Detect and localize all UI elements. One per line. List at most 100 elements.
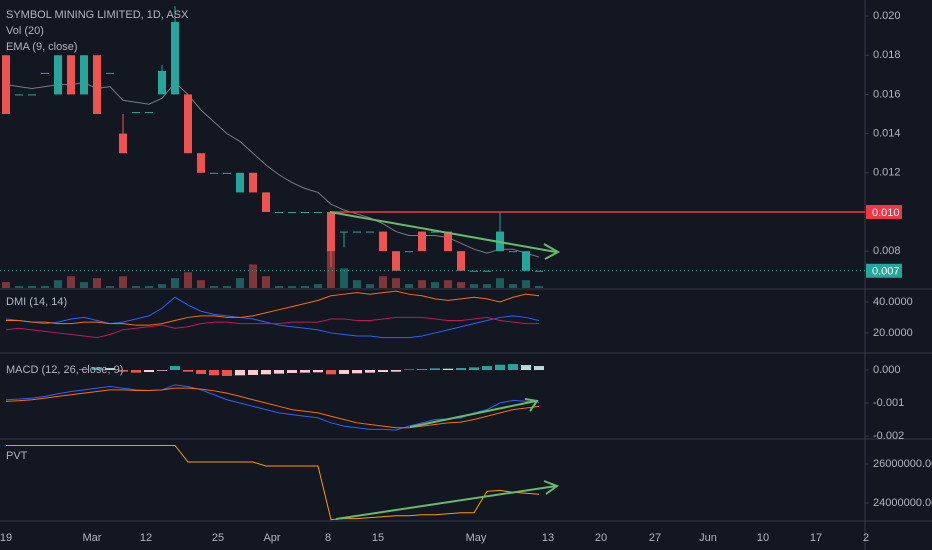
volume-bar xyxy=(145,286,153,288)
candle-body xyxy=(236,172,244,193)
histogram-bar xyxy=(482,366,492,371)
volume-bar xyxy=(457,282,465,288)
volume-bar xyxy=(301,286,309,288)
histogram-bar xyxy=(534,366,544,371)
histogram-bar xyxy=(287,370,297,373)
candle-body xyxy=(145,112,153,114)
ema-label: EMA (9, close) xyxy=(6,41,78,53)
volume-bar xyxy=(15,286,23,288)
x-tick-label: Mar xyxy=(83,532,102,544)
candle-body xyxy=(184,94,192,154)
histogram-bar xyxy=(274,370,284,374)
y-tick-label: -0.001 xyxy=(873,397,904,409)
arrow-head xyxy=(543,480,560,495)
histogram-bar xyxy=(495,364,505,371)
candle-body xyxy=(249,172,257,193)
histogram-bar xyxy=(209,370,219,376)
volume-bar xyxy=(418,280,426,288)
volume-bar xyxy=(80,282,88,288)
histogram-bar xyxy=(261,370,271,375)
candle-body xyxy=(353,231,361,233)
histogram-bar xyxy=(365,370,375,373)
histogram-bar xyxy=(157,370,167,371)
volume-bar xyxy=(353,280,361,288)
histogram-bar xyxy=(456,368,466,371)
histogram-bar xyxy=(105,368,115,371)
volume-label: Vol (20) xyxy=(6,25,44,37)
volume-bar xyxy=(496,278,504,288)
volume-bar xyxy=(379,276,387,288)
volume-bar xyxy=(483,284,491,288)
volume-bar xyxy=(535,286,543,288)
volume-bar xyxy=(275,286,283,288)
histogram-bar xyxy=(326,370,336,375)
histogram-bar xyxy=(404,369,414,371)
x-tick-label: 13 xyxy=(542,532,554,544)
candle-body xyxy=(28,94,36,96)
plot-layer xyxy=(0,6,865,521)
histogram-bar xyxy=(378,370,388,372)
x-tick-label: Apr xyxy=(263,532,280,544)
candle-body xyxy=(314,211,322,213)
arrow-head xyxy=(543,243,561,260)
volume-bar xyxy=(405,284,413,288)
x-tick-label: 20 xyxy=(595,532,607,544)
candle-body xyxy=(379,231,387,252)
volume-bar xyxy=(2,282,10,288)
x-tick-label: 25 xyxy=(212,532,224,544)
candle-body xyxy=(15,94,23,96)
candle-body xyxy=(2,55,10,115)
candle-body xyxy=(106,72,114,74)
histogram-bar xyxy=(417,369,427,371)
candle-body xyxy=(171,21,179,95)
candle-body xyxy=(392,251,400,271)
candle-body xyxy=(262,192,270,212)
volume-bar xyxy=(223,286,231,288)
y-tick-label: 0.000 xyxy=(873,364,901,376)
candle-body xyxy=(54,55,62,95)
histogram-bar xyxy=(144,370,154,372)
candle-body xyxy=(405,251,413,253)
candle-body xyxy=(509,251,517,253)
candle-body xyxy=(340,231,348,233)
candle-body xyxy=(457,251,465,271)
candle-body xyxy=(470,270,478,272)
x-tick-label: Jun xyxy=(699,532,717,544)
volume-bar xyxy=(249,264,257,288)
volume-bar xyxy=(197,280,205,288)
histogram-bar xyxy=(131,370,141,373)
histogram-bar xyxy=(92,367,102,371)
volume-bar xyxy=(119,276,127,288)
price-badge-label: 0.010 xyxy=(872,207,900,219)
indicator-line xyxy=(6,444,540,521)
histogram-bar xyxy=(118,370,128,372)
y-tick-label: 0.014 xyxy=(873,128,901,140)
volume-bar xyxy=(54,280,62,288)
histogram-bar xyxy=(222,370,232,376)
indicator-line xyxy=(5,316,539,339)
volume-bar xyxy=(132,286,140,288)
price-badge-label: 0.007 xyxy=(872,266,900,278)
x-tick-label: 17 xyxy=(810,532,822,544)
volume-bar xyxy=(314,284,322,288)
x-tick-label: 12 xyxy=(140,532,152,544)
candle-body xyxy=(223,172,231,174)
volume-bar xyxy=(28,286,36,288)
y-tick-label: 0.018 xyxy=(873,49,901,61)
volume-bar xyxy=(67,276,75,288)
macd-line xyxy=(5,387,540,429)
volume-bar xyxy=(210,286,218,288)
volume-bar xyxy=(340,268,348,288)
candle-body xyxy=(483,270,491,272)
histogram-bar xyxy=(235,370,245,376)
y-tick-label: 0.020 xyxy=(873,10,901,22)
candle-body xyxy=(67,55,75,95)
price-badge xyxy=(866,263,902,278)
y-tick-label: 0.016 xyxy=(873,88,901,100)
candle-body xyxy=(132,112,140,114)
volume-bar xyxy=(171,278,179,288)
candle-body xyxy=(93,55,101,115)
price-badge xyxy=(866,204,902,219)
